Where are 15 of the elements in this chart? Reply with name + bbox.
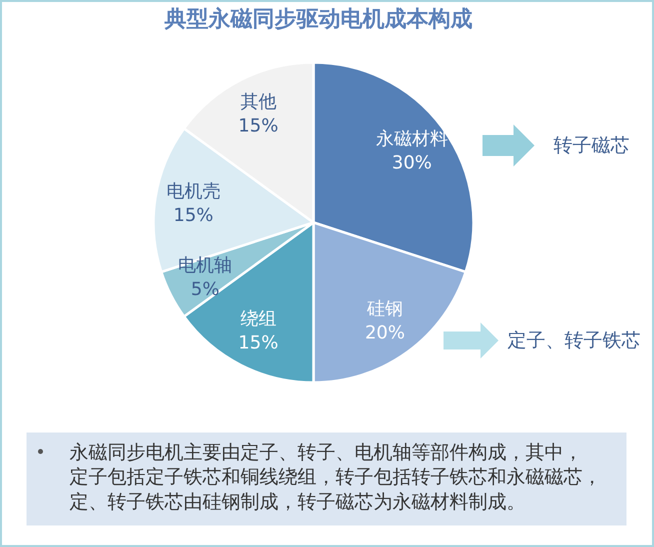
slice-label: 电机壳	[166, 180, 220, 202]
data-label: 20%	[364, 322, 405, 344]
text: 定子、转子铁芯	[508, 330, 640, 352]
slice-label: 其他	[240, 92, 276, 113]
chart-title: 典型永磁同步驱动电机成本构成	[164, 6, 472, 32]
text: 转子磁芯	[554, 134, 630, 156]
data-label: 15%	[173, 204, 214, 226]
text: 永磁同步电机主要由定子、转子、电机轴等部件构成，其中，定子包括定子铁芯和铜线绕组，转子包括转子铁芯和永磁磁芯，定、转子铁芯由硅钢制成，转子磁芯为永磁材料制成。	[70, 442, 602, 513]
slice-label: 永磁材料	[376, 128, 448, 150]
slice-label: 硅钢	[366, 298, 403, 320]
data-label: 30%	[392, 152, 432, 174]
data-label: 15%	[238, 332, 278, 354]
slice-label: 绕组	[240, 308, 276, 330]
data-label: 5%	[190, 279, 220, 300]
data-label: 15%	[238, 116, 278, 137]
